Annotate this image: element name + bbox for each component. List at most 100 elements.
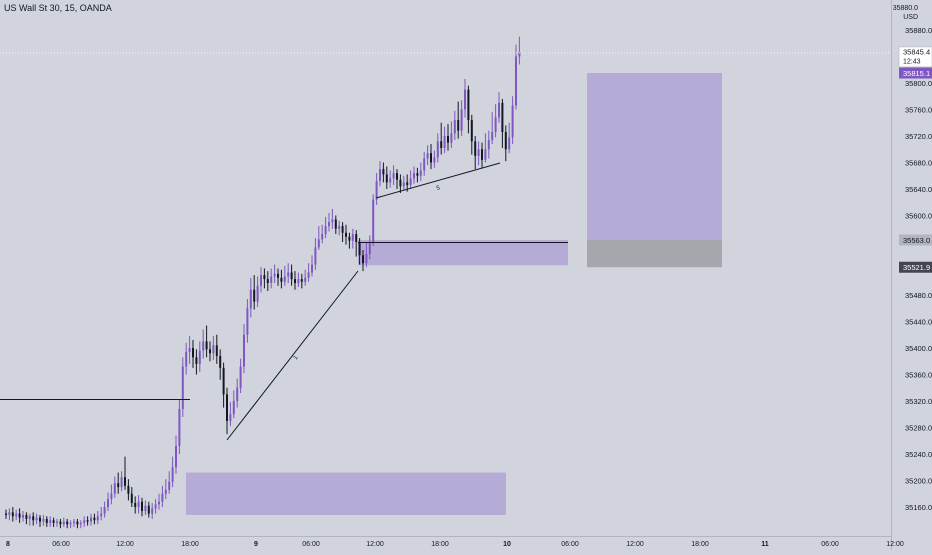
candle-body [205, 341, 208, 350]
candle-body [62, 521, 65, 525]
candle-body [501, 102, 504, 133]
last-price-value: 35845.4 [903, 47, 930, 56]
candle-body [52, 520, 55, 523]
candle-body [117, 483, 120, 488]
candle-body [385, 174, 388, 183]
trendline-upper [375, 162, 501, 199]
candle-body [358, 242, 361, 256]
candle-body [134, 503, 137, 508]
candle-body [436, 141, 439, 158]
candle-body [185, 351, 188, 367]
candle-body [120, 477, 123, 488]
candle-body [39, 517, 41, 522]
price-tick-label: 35400.0 [905, 344, 932, 353]
candle-body [307, 272, 310, 278]
price-tick-label: 35320.0 [905, 397, 932, 406]
candle-body [491, 132, 494, 140]
candle-body [392, 173, 395, 179]
candle-body [158, 501, 160, 505]
candle-body [399, 179, 402, 187]
candle-body [110, 493, 113, 500]
candle-body [239, 366, 242, 388]
price-label-badge [899, 67, 932, 79]
time-tick-label: 12:00 [626, 541, 644, 548]
candle-body [443, 136, 446, 148]
time-tick-label: 06:00 [561, 541, 579, 548]
candle-body [42, 518, 45, 522]
candle-body [141, 501, 143, 511]
candle-body [15, 513, 18, 517]
candle-body [321, 234, 324, 240]
candle-body [311, 264, 313, 273]
trendline-label-5: 5 [436, 185, 441, 192]
candle-body [79, 522, 82, 525]
price-tick-label: 35440.0 [905, 318, 932, 327]
trendline-rising [226, 270, 359, 441]
candle-body [430, 153, 432, 163]
candle-body [86, 520, 89, 522]
price-tick-label: 35200.0 [905, 477, 932, 486]
candle-body [280, 277, 283, 282]
candle-body [25, 514, 28, 519]
candle-body [178, 408, 181, 447]
candle-body [294, 279, 296, 284]
candle-body [90, 517, 92, 522]
candle-body [270, 276, 273, 284]
candle-body [253, 289, 256, 302]
candle-body [518, 52, 521, 57]
price-label-badge [899, 261, 932, 273]
candle-body [226, 394, 228, 421]
candle-body [181, 366, 184, 409]
price-label-value: 35815.1 [903, 69, 930, 78]
candle-body [331, 219, 334, 223]
time-tick-label: 8 [6, 541, 10, 548]
candle-body [59, 521, 62, 525]
demand-zone-middle [358, 240, 568, 266]
price-tick-label: 35480.0 [905, 291, 932, 300]
candle-body [365, 253, 368, 264]
price-tick-label: 35680.0 [905, 159, 932, 168]
candle-body [348, 236, 351, 241]
candle-body [368, 242, 371, 254]
candle-body [484, 149, 487, 160]
candle-body [28, 516, 31, 519]
time-tick-label: 9 [254, 541, 258, 548]
candle-body [73, 521, 75, 523]
time-tick-label: 06:00 [52, 541, 70, 548]
candle-body [389, 178, 392, 183]
candle-body [11, 512, 14, 517]
candle-body [487, 139, 490, 150]
candle-body [351, 234, 354, 241]
candle-body [328, 222, 330, 227]
time-tick-label: 10 [503, 541, 511, 548]
candle-body [450, 133, 453, 143]
candle-body [338, 226, 341, 229]
candle-body [168, 481, 171, 490]
candle-body [249, 289, 252, 309]
candle-body [144, 505, 147, 511]
candle-body [195, 357, 198, 364]
candle-body [93, 517, 96, 521]
candle-body [440, 141, 443, 148]
candle-body [83, 520, 86, 523]
candle-body [423, 158, 426, 171]
candle-body [263, 275, 266, 280]
stop-zone [587, 240, 722, 268]
price-tick-label: 35360.0 [905, 371, 932, 380]
candle-body [379, 169, 381, 182]
top-price-tick: 35880.0 [892, 5, 918, 12]
candle-body [209, 349, 211, 354]
candle-body [49, 520, 52, 523]
candle-body [481, 149, 483, 160]
candle-body [113, 483, 116, 494]
candle-body [69, 522, 72, 525]
candle-body [161, 493, 164, 502]
candle-body [300, 279, 303, 282]
candle-body [260, 275, 262, 286]
candle-body [413, 173, 415, 179]
time-tick-label: 18:00 [181, 541, 199, 548]
candle-body [409, 178, 412, 186]
candle-body [406, 182, 409, 186]
